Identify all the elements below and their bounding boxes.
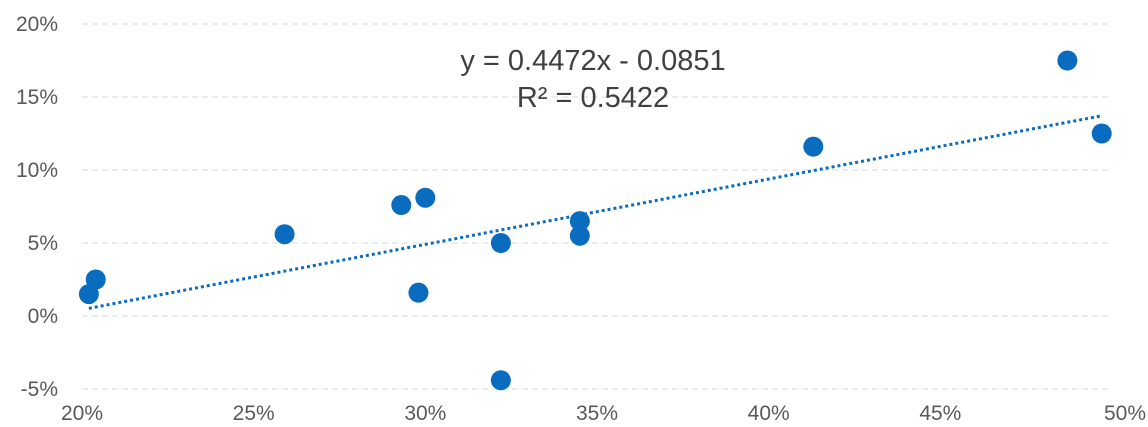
trendline-equation: y = 0.4472x - 0.0851 R² = 0.5422 [460, 45, 725, 114]
x-tick-label: 40% [748, 402, 790, 425]
data-point [1091, 123, 1112, 144]
x-tick-label: 20% [61, 402, 103, 425]
data-points [78, 50, 1112, 391]
x-tick-label: 35% [576, 402, 618, 425]
x-tick-label: 45% [919, 402, 961, 425]
data-point [415, 187, 436, 208]
y-tick-label: 10% [16, 159, 58, 182]
data-point [490, 233, 511, 253]
y-axis-tick-labels: -5% 0% 5% 10% 15% 20% [16, 13, 58, 401]
trendline-equation-label: y = 0.4472x - 0.0851 [460, 45, 725, 77]
data-point [569, 225, 590, 246]
y-tick-label: 20% [16, 13, 58, 36]
y-tick-label: 5% [28, 232, 58, 255]
trendline-layer [88, 114, 1102, 310]
x-tick-label: 25% [233, 402, 275, 425]
trendline [88, 114, 1102, 310]
x-tick-label: 30% [404, 402, 446, 425]
data-point [569, 211, 590, 232]
data-point [391, 195, 412, 216]
x-tick-label: 50% [1104, 402, 1146, 425]
data-point [85, 269, 106, 290]
data-point [408, 282, 429, 303]
data-point [803, 136, 824, 157]
data-point [490, 370, 511, 391]
y-tick-label: -5% [21, 378, 58, 401]
y-tick-label: 15% [16, 86, 58, 109]
data-point [1057, 50, 1078, 71]
x-axis-tick-labels: 20% 25% 30% 35% 40% 45% 50% [61, 402, 1146, 425]
y-tick-label: 0% [28, 305, 58, 328]
gridlines [82, 23, 1112, 390]
data-point [274, 224, 295, 245]
trendline-r2-label: R² = 0.5422 [517, 82, 669, 114]
